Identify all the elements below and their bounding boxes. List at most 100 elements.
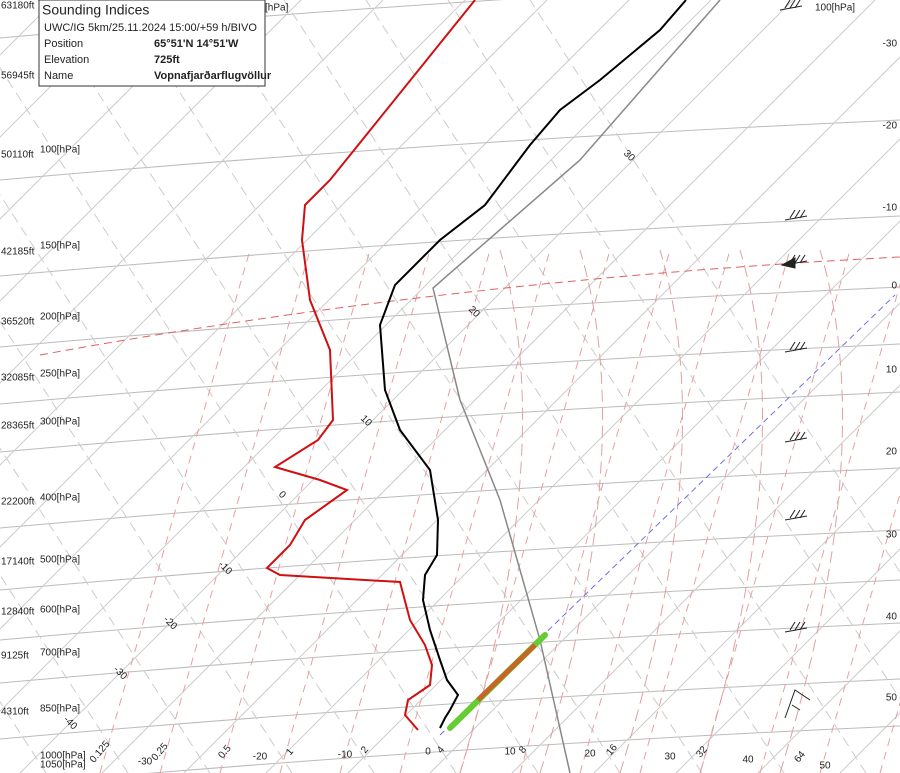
pressure-label: 1000[hPa] <box>40 751 86 762</box>
barb-staff <box>784 515 808 521</box>
isotherm <box>0 0 220 220</box>
barb-feather <box>799 621 806 631</box>
isotherm <box>757 630 900 773</box>
pressure-label: 250[hPa] <box>40 369 80 380</box>
barb-feather <box>794 341 801 351</box>
mixing-ratio <box>219 249 371 773</box>
pressure-label: [hPa] <box>265 3 289 14</box>
isotherm-label: 20 <box>466 304 482 320</box>
altitude-label: 22200ft <box>1 497 35 508</box>
moist-adiabat <box>539 249 603 773</box>
isotherm <box>0 0 712 712</box>
altitude-label: 32085ft <box>1 373 35 384</box>
barb-flag <box>780 257 796 269</box>
isotherm <box>347 220 900 773</box>
bottom-label: 10 <box>504 747 516 758</box>
pressure-label: 500[hPa] <box>40 555 80 566</box>
right-temp-label: -10 <box>883 203 898 214</box>
info-value: 725ft <box>154 54 180 66</box>
pressure-label: 150[hPa] <box>40 241 80 252</box>
barb-feather <box>784 0 791 9</box>
right-temp-label: 20 <box>886 447 898 458</box>
temperature-curve <box>378 0 687 729</box>
info-key: Elevation <box>44 54 89 66</box>
dry-adiabat <box>0 447 211 773</box>
isotherm-label: 10 <box>358 413 374 429</box>
barb-feather <box>794 209 801 219</box>
isotherm <box>0 0 466 466</box>
pressure-label: 100[hPa] <box>815 3 855 14</box>
barb-feather <box>789 621 796 631</box>
dewpoint-curve <box>265 0 476 731</box>
bottom-label: 0.5 <box>216 743 234 761</box>
bottom-label: 8 <box>517 744 529 756</box>
isobar <box>0 286 900 348</box>
dry-adiabat <box>365 0 867 773</box>
bottom-label: 0 <box>425 747 431 758</box>
barb-feather <box>799 254 806 264</box>
altitude-label: 17140ft <box>1 557 35 568</box>
barb-calm <box>784 689 811 719</box>
pressure-label: 300[hPa] <box>40 417 80 428</box>
barb-feather <box>789 509 796 519</box>
isotherm <box>183 56 900 773</box>
isobar <box>0 215 900 277</box>
isotherm <box>511 384 900 773</box>
isotherm <box>101 0 876 773</box>
mixing-ratio <box>519 249 671 773</box>
moist-adiabat <box>699 249 763 773</box>
info-subtitle: UWC/IG 5km/25.11.2024 15:00/+59 h/BIVO <box>44 22 257 34</box>
mixing-ratio <box>399 249 551 773</box>
mixing-ratio <box>159 249 311 773</box>
bottom-label: -30 <box>138 757 153 768</box>
bottom-label: -20 <box>253 752 268 763</box>
dry-adiabat <box>283 0 785 773</box>
dry-adiabat <box>447 0 900 700</box>
isotherm <box>839 712 900 773</box>
dry-adiabat <box>0 193 375 773</box>
dry-adiabat <box>529 0 900 573</box>
mixing-ratio <box>279 249 431 773</box>
barb-feather <box>794 431 801 441</box>
pressure-label: 100[hPa] <box>40 145 80 156</box>
isobar <box>0 579 900 641</box>
barb-feather <box>794 0 801 9</box>
moist-adiabat <box>779 249 843 773</box>
altitude-label: 50110ft <box>1 150 34 161</box>
dry-adiabat <box>119 0 621 773</box>
pressure-label: 850[hPa] <box>40 704 80 715</box>
barb-feather <box>789 341 796 351</box>
tropopause-line <box>39 256 900 356</box>
isobar <box>146 725 900 773</box>
info-box-frame <box>38 0 266 87</box>
right-temp-label: -20 <box>883 121 898 132</box>
cloud-layer-core <box>476 643 537 702</box>
isotherm <box>0 0 302 302</box>
dry-adiabat <box>0 320 293 773</box>
isobar <box>0 391 900 453</box>
mixing-ratio <box>339 249 491 773</box>
barb-staff <box>784 627 808 633</box>
isobar <box>0 467 900 529</box>
isobar <box>0 529 900 591</box>
barb-feather <box>799 509 806 519</box>
barb-staff <box>784 215 808 221</box>
bottom-label: 30 <box>664 752 676 763</box>
mixing-ratio <box>639 249 791 773</box>
dry-adiabat <box>0 574 129 773</box>
moist-adiabat <box>619 249 683 773</box>
isobar <box>0 622 900 684</box>
bottom-label: 50 <box>819 761 831 772</box>
bottom-label: 4 <box>435 744 447 756</box>
barb-feather <box>799 209 806 219</box>
isotherm <box>0 0 548 548</box>
altitude-label: 36520ft <box>1 317 35 328</box>
barb-feather <box>789 0 796 9</box>
barb-feather <box>789 209 796 219</box>
pressure-label: 200[hPa] <box>40 312 80 323</box>
altitude-label: 9125ft <box>1 651 29 662</box>
mixing-ratio <box>579 249 731 773</box>
dry-adiabat <box>37 0 539 773</box>
bottom-label: 40 <box>742 755 754 766</box>
dry-adiabat <box>0 67 457 773</box>
